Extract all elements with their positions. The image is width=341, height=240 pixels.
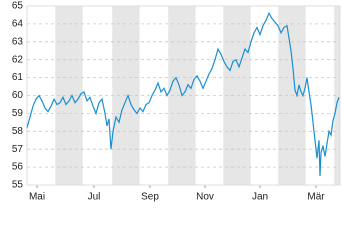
chart: 55 56 57 58 59 60 61 62 63 64 65 Mai Jul Sep Nov Jan Mär bbox=[12, 1, 341, 203]
y-tick-label: 60 bbox=[12, 90, 24, 101]
y-tick-label: 61 bbox=[12, 72, 24, 83]
y-tick-label: 65 bbox=[12, 1, 24, 12]
x-tick-label: Mai bbox=[29, 192, 45, 203]
y-tick-label: 62 bbox=[12, 54, 24, 65]
x-tick-label: Jan bbox=[252, 192, 268, 203]
x-tick-label: Jul bbox=[88, 192, 101, 203]
y-tick-label: 56 bbox=[12, 162, 24, 173]
y-tick-label: 64 bbox=[12, 19, 24, 30]
y-tick-label: 63 bbox=[12, 36, 24, 47]
price-line bbox=[26, 11, 340, 177]
plot-border bbox=[26, 5, 341, 186]
y-tick-label: 57 bbox=[12, 144, 24, 155]
y-tick-label: 58 bbox=[12, 126, 24, 137]
band bbox=[334, 6, 340, 185]
x-tick-label: Mär bbox=[307, 192, 325, 203]
page: {"chart_data": {"type": "line", "x": [0,… bbox=[11, 0, 341, 203]
x-tick-label: Sep bbox=[141, 192, 159, 203]
y-tick-label: 59 bbox=[12, 108, 24, 119]
x-tick-label: Nov bbox=[196, 192, 214, 203]
y-tick-label: 55 bbox=[12, 180, 24, 191]
